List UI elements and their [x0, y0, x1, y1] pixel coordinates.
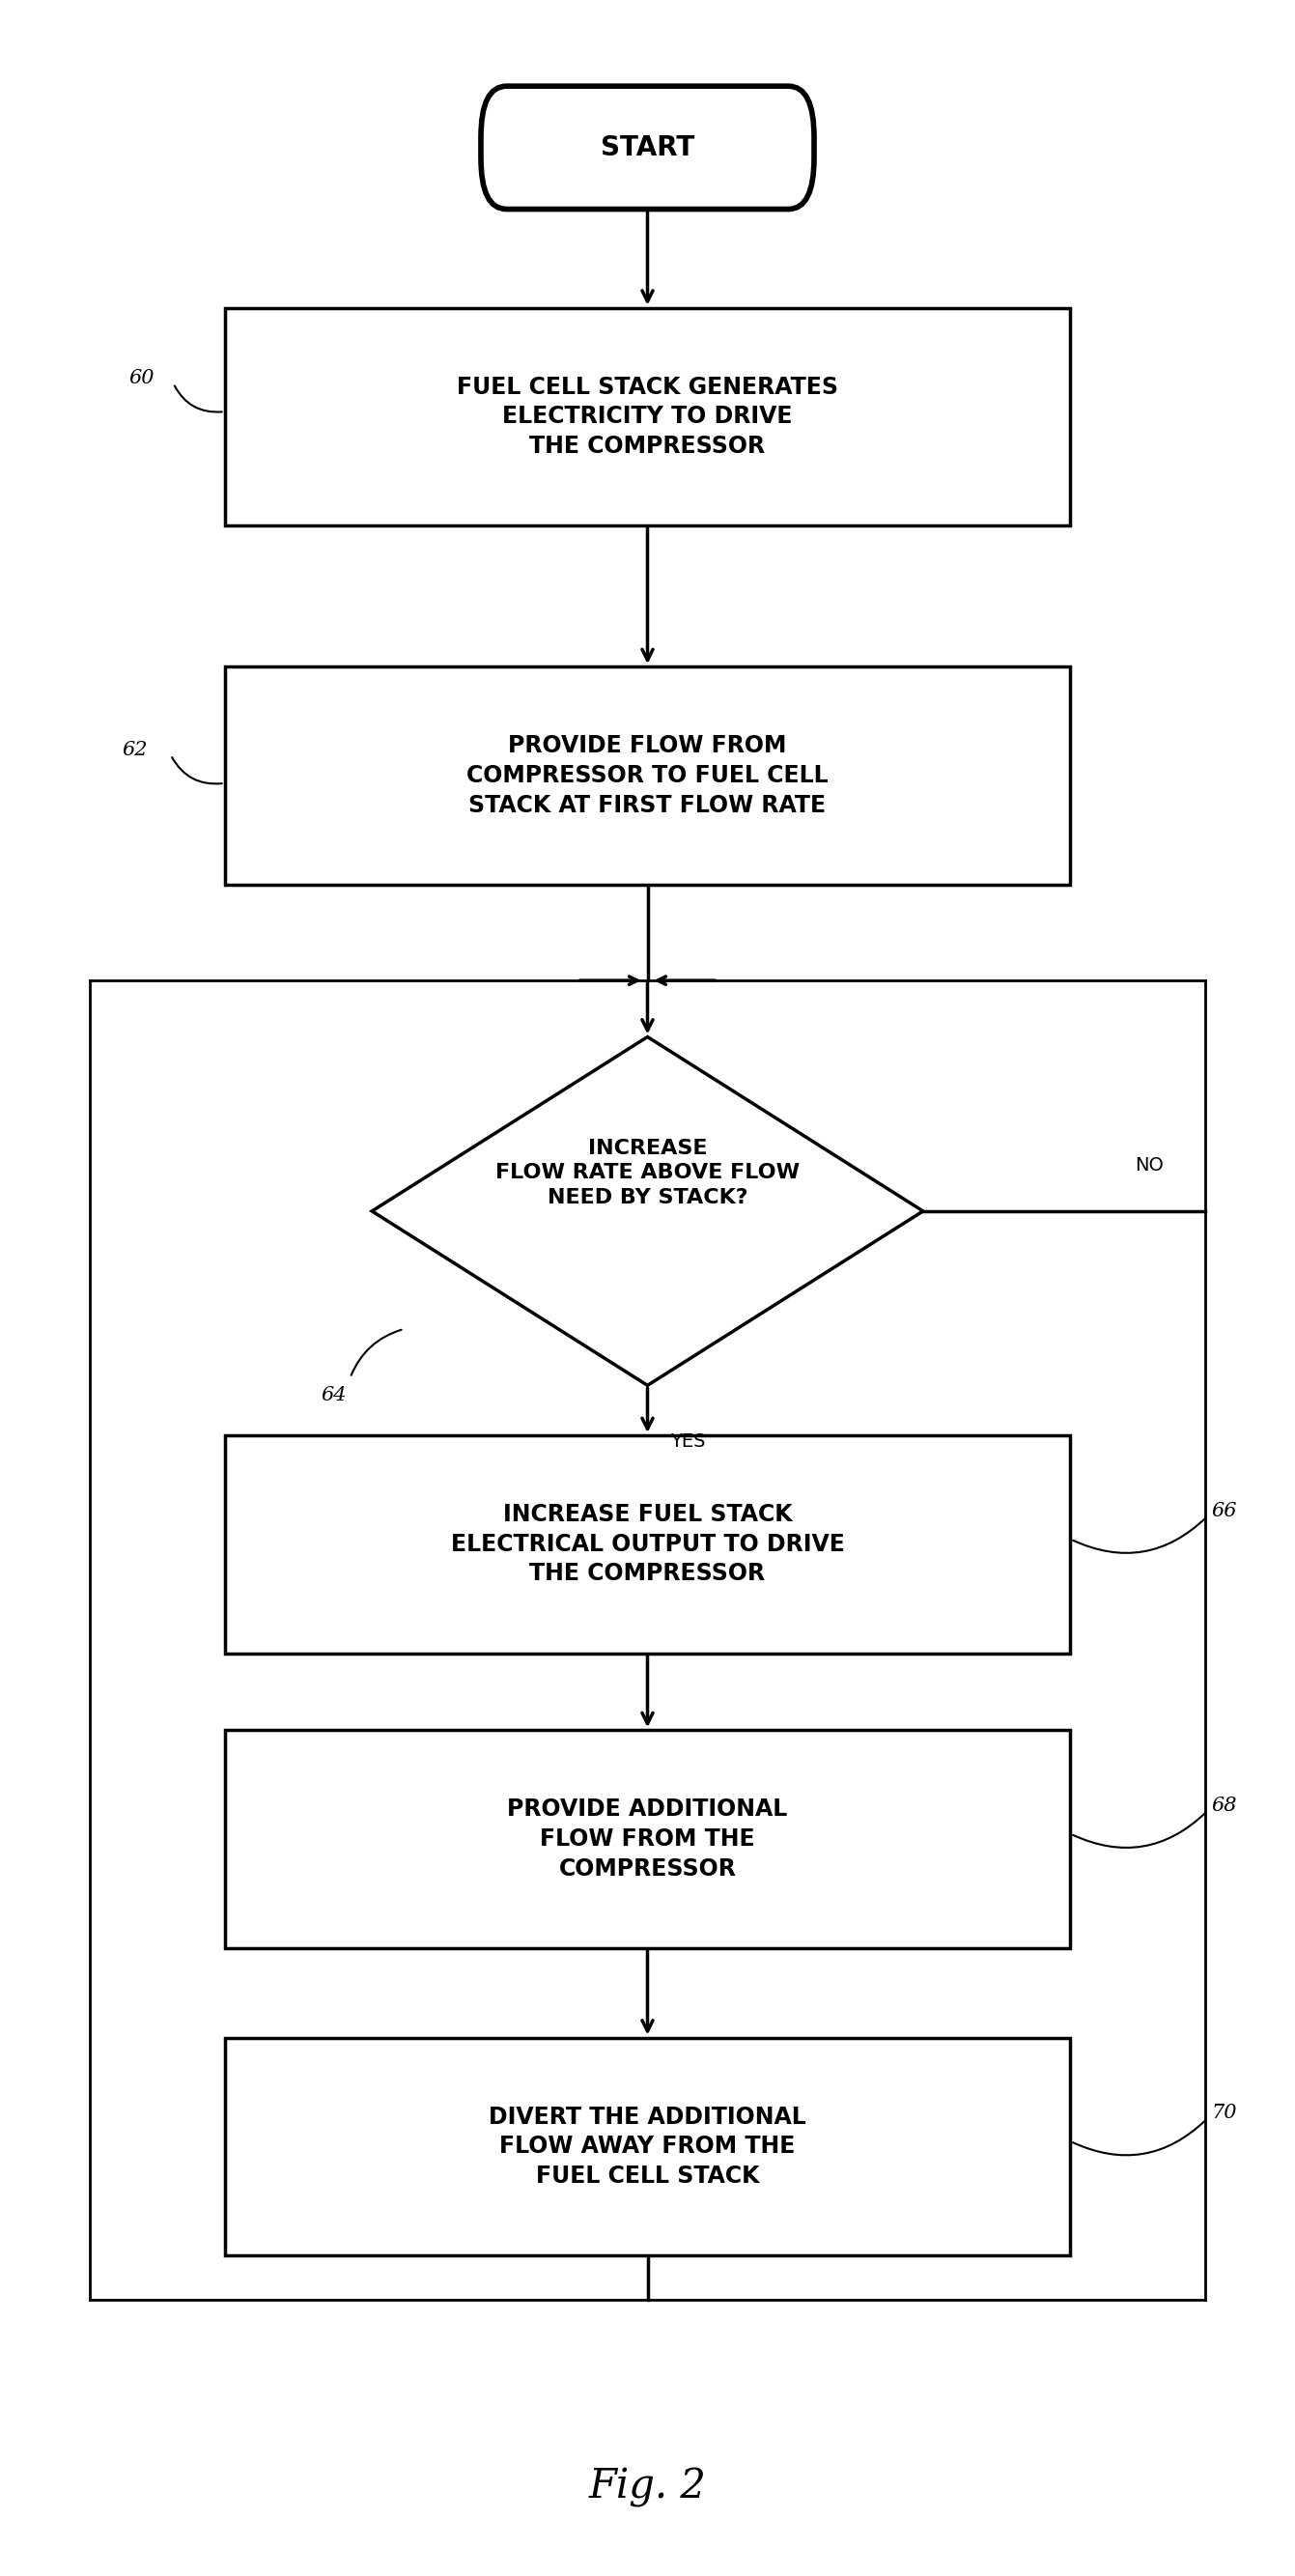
- Bar: [224, 667, 1071, 884]
- Text: 62: 62: [122, 742, 148, 760]
- Text: INCREASE FUEL STACK
ELECTRICAL OUTPUT TO DRIVE
THE COMPRESSOR: INCREASE FUEL STACK ELECTRICAL OUTPUT TO…: [451, 1502, 844, 1584]
- Bar: [224, 307, 1071, 526]
- Text: 68: 68: [1211, 1795, 1237, 1816]
- Text: Fig. 2: Fig. 2: [589, 2468, 706, 2506]
- Bar: [224, 1435, 1071, 1654]
- Text: YES: YES: [671, 1432, 706, 1450]
- Text: PROVIDE ADDITIONAL
FLOW FROM THE
COMPRESSOR: PROVIDE ADDITIONAL FLOW FROM THE COMPRES…: [508, 1798, 787, 1880]
- Polygon shape: [372, 1038, 923, 1386]
- Text: INCREASE
FLOW RATE ABOVE FLOW
NEED BY STACK?: INCREASE FLOW RATE ABOVE FLOW NEED BY ST…: [496, 1139, 799, 1208]
- Text: 60: 60: [128, 368, 154, 386]
- Text: FUEL CELL STACK GENERATES
ELECTRICITY TO DRIVE
THE COMPRESSOR: FUEL CELL STACK GENERATES ELECTRICITY TO…: [457, 376, 838, 459]
- Bar: [224, 2038, 1071, 2257]
- Text: NO: NO: [1134, 1157, 1163, 1175]
- Text: DIVERT THE ADDITIONAL
FLOW AWAY FROM THE
FUEL CELL STACK: DIVERT THE ADDITIONAL FLOW AWAY FROM THE…: [488, 2105, 807, 2187]
- Text: PROVIDE FLOW FROM
COMPRESSOR TO FUEL CELL
STACK AT FIRST FLOW RATE: PROVIDE FLOW FROM COMPRESSOR TO FUEL CEL…: [466, 734, 829, 817]
- Text: 66: 66: [1211, 1502, 1237, 1520]
- Text: 64: 64: [321, 1386, 346, 1404]
- Bar: [224, 1731, 1071, 1947]
- Text: 70: 70: [1211, 2105, 1237, 2123]
- Text: START: START: [601, 134, 694, 162]
- FancyBboxPatch shape: [480, 85, 815, 209]
